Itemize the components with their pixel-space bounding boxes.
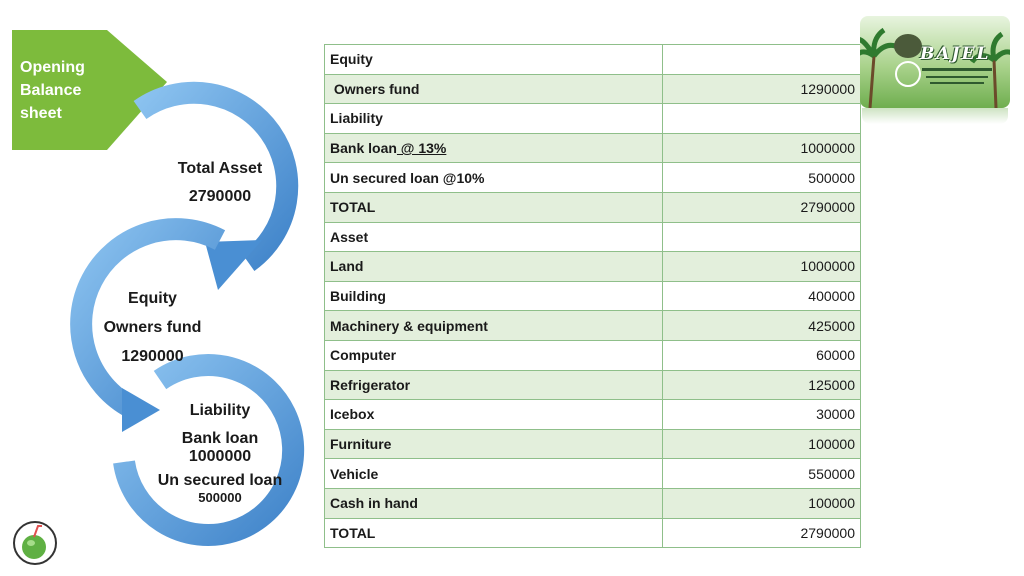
row-label: Bank loan @ 13% [324,132,663,164]
owners-fund-label: Owners fund [103,319,202,336]
row-label-text: Building [330,288,386,305]
coconut-drink-icon [13,521,57,565]
row-label-text: Owners fund [330,80,420,97]
row-label-text: Furniture [330,436,392,453]
row-label-rate: @ 13% [396,140,447,157]
row-value: 1000000 [662,251,861,282]
cycle-arrows-diagram [70,81,305,547]
owners-fund-value: 1290000 [121,348,184,365]
row-value: 100000 [662,428,861,460]
logo-reflection [862,108,1008,124]
row-label-text: Machinery & equipment [330,317,488,334]
row-label: Icebox [324,399,663,430]
table-row: Bank loan @ 13% 1000000 [324,132,861,164]
row-label-text: Bank loan [330,140,397,157]
total-asset-heading: Total Asset [177,160,263,177]
row-label-text: Un secured loan @10% [330,169,485,186]
row-label: Liability [324,103,663,134]
row-label: Vehicle [324,458,663,489]
row-label-text: Icebox [330,406,375,423]
row-value: 550000 [662,458,861,489]
row-label: Furniture [324,428,663,460]
table-row: Machinery & equipment 425000 [324,310,861,341]
table-row: Building 400000 [324,280,861,312]
row-label: Un secured loan @10% [324,162,663,193]
table-row: Computer 60000 [324,339,861,371]
row-label: Asset [324,221,663,253]
row-value: 400000 [662,280,861,312]
bank-loan-label: Bank loan [181,430,259,447]
table-row: Liability [324,103,861,134]
row-label: TOTAL [324,191,663,223]
row-label: Land [324,251,663,282]
total-asset-value: 2790000 [188,188,252,205]
middle-arrowhead [122,388,160,432]
table-row: Refrigerator 125000 [324,369,861,401]
row-label-text: Liability [330,110,383,127]
table-row: Un secured loan @10% 500000 [324,162,861,193]
row-label-text: Equity [330,51,373,68]
row-label: TOTAL [324,517,663,549]
row-value: 1290000 [662,73,861,105]
row-value: 500000 [662,162,861,193]
row-label: Computer [324,339,663,371]
table-row: TOTAL 2790000 [324,517,861,549]
logo-name: BAJEL [920,44,991,64]
banner-title: Opening Balance sheet [20,59,85,122]
row-value: 425000 [662,310,861,341]
row-value: 1000000 [662,132,861,164]
row-value: 125000 [662,369,861,401]
row-label-text: Vehicle [330,465,379,482]
table-row: Cash in hand 100000 [324,487,861,519]
middle-arrow [70,218,226,418]
row-value: 100000 [662,487,861,519]
row-value [662,221,861,253]
row-label: Refrigerator [324,369,663,401]
row-label: Owners fund [324,73,663,105]
cycle-middle-text: Equity Owners fund 1290000 [95,284,210,371]
table-row: Furniture 100000 [324,428,861,460]
liability-heading: Liability [189,402,251,419]
top-arrowhead [205,240,262,290]
row-label-text: Refrigerator [330,376,411,393]
row-label-text: Land [330,258,364,275]
bajel-logo: BAJEL [860,16,1010,108]
table-row: Land 1000000 [324,251,861,282]
top-arrow [133,81,299,271]
cycle-bottom-text: Liability Bank loan 1000000 Un secured l… [150,402,290,505]
banner-chevron-shape [12,30,167,150]
palm-tree-logo-icon [860,27,1010,108]
row-label-text: TOTAL [330,524,376,541]
table-row: Owners fund 1290000 [324,73,861,105]
unsecured-loan-value: 500000 [198,490,242,505]
row-label-text: Asset [330,228,369,245]
title-banner: Opening Balance sheet [12,30,167,150]
row-value [662,44,861,75]
bank-loan-value: 1000000 [188,448,252,465]
unsecured-loan-label: Un secured loan [157,472,283,489]
cycle-top-text: Total Asset 2790000 [160,160,280,206]
bottom-arrow [113,354,305,547]
row-value: 2790000 [662,191,861,223]
row-label: Building [324,280,663,312]
balance-sheet-table: Equity Owners fund 1290000 Liability Bank l… [324,44,861,549]
row-label: Equity [324,44,663,75]
row-label-text: TOTAL [330,199,376,216]
row-label-text: Computer [330,347,397,364]
table-row: Vehicle 550000 [324,458,861,489]
row-label-text: Cash in hand [330,495,418,512]
row-value: 2790000 [662,517,861,549]
equity-heading: Equity [128,290,177,307]
row-label: Machinery & equipment [324,310,663,341]
row-label: Cash in hand [324,487,663,519]
row-value: 60000 [662,339,861,371]
table-row: Asset [324,221,861,253]
row-value: 30000 [662,399,861,430]
table-row: Equity [324,44,861,75]
table-row: Icebox 30000 [324,399,861,430]
row-value [662,103,861,134]
table-row: TOTAL 2790000 [324,191,861,223]
